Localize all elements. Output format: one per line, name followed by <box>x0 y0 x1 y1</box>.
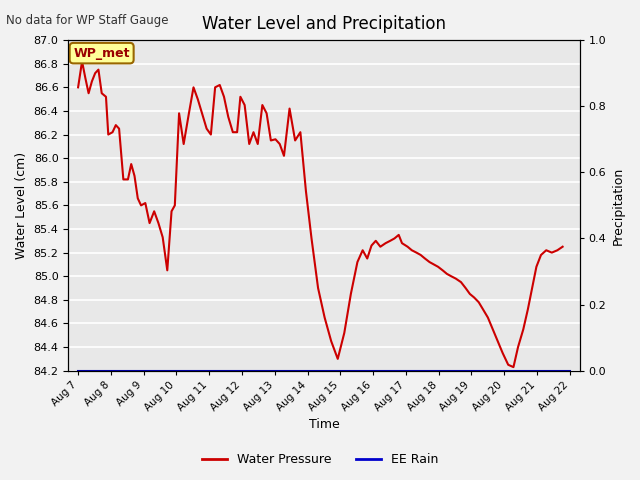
Text: WP_met: WP_met <box>74 47 130 60</box>
Water Pressure <box>74 84 82 90</box>
Water Pressure <box>457 279 465 285</box>
Water Pressure <box>559 244 566 250</box>
Legend: Water Pressure, EE Rain: Water Pressure, EE Rain <box>196 448 444 471</box>
Water Pressure <box>489 326 497 332</box>
Water Pressure <box>137 203 145 208</box>
X-axis label: Time: Time <box>308 419 339 432</box>
Y-axis label: Precipitation: Precipitation <box>612 166 625 244</box>
Text: No data for WP Staff Gauge: No data for WP Staff Gauge <box>6 14 169 27</box>
Water Pressure <box>499 350 506 356</box>
Y-axis label: Water Level (cm): Water Level (cm) <box>15 152 28 259</box>
Water Pressure <box>509 364 517 370</box>
Water Pressure <box>78 59 86 64</box>
Line: Water Pressure: Water Pressure <box>78 61 563 367</box>
Water Pressure <box>280 153 288 159</box>
Water Pressure <box>115 126 123 132</box>
Title: Water Level and Precipitation: Water Level and Precipitation <box>202 15 446 33</box>
